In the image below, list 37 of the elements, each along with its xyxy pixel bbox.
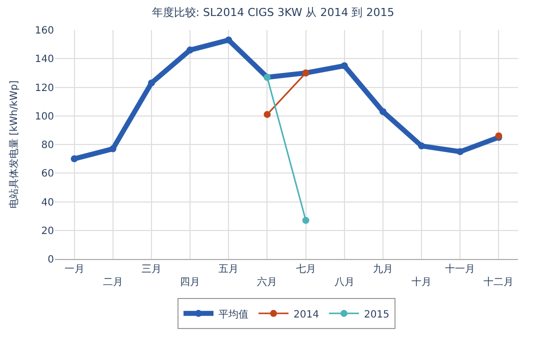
point: [418, 142, 426, 150]
point: [70, 155, 78, 162]
y-tick-label: 20: [41, 226, 54, 237]
point: [379, 108, 386, 116]
x-tick-label: 二月: [102, 277, 123, 288]
point: [456, 148, 464, 156]
legend-label: 平均值: [218, 308, 248, 320]
x-tick-label: 十月: [412, 276, 432, 288]
y-tick-label: 80: [41, 140, 54, 151]
y-tick-label: 120: [34, 82, 54, 94]
y-tick-label: 60: [41, 168, 54, 180]
legend-label: 2015: [364, 309, 390, 320]
x-tick-label: 五月: [218, 264, 239, 275]
point: [302, 216, 310, 224]
y-tick-label: 160: [34, 26, 54, 36]
y-tick-label: 40: [41, 197, 54, 208]
x-tick-label: 四月: [180, 277, 200, 288]
y-tick-label: 100: [34, 111, 54, 122]
x-tick-label: 七月: [296, 263, 316, 275]
x-tick-label: 八月: [334, 277, 354, 288]
legend-label: 2014: [294, 309, 319, 320]
point: [148, 79, 155, 86]
x-tick-label: 九月: [372, 263, 393, 275]
x-tick-label: 十二月: [484, 276, 514, 288]
x-tick-label: 一月: [64, 264, 84, 275]
x-tick-label: 六月: [257, 276, 278, 288]
point: [186, 46, 194, 54]
x-tick-label: 十一月: [445, 263, 476, 275]
point: [109, 145, 116, 152]
point: [264, 110, 271, 118]
point: [225, 36, 232, 44]
y-tick-label: 0: [48, 254, 54, 266]
y-tick-label: 140: [34, 54, 54, 66]
point: [340, 62, 348, 70]
chart-title: 年度比较: SL2014 CIGS 3KW 从 2014 到 2015: [152, 6, 394, 20]
x-tick-label: 三月: [141, 264, 162, 275]
y-axis-title: 电站具体发电量 [kWh/kWp]: [8, 80, 20, 209]
